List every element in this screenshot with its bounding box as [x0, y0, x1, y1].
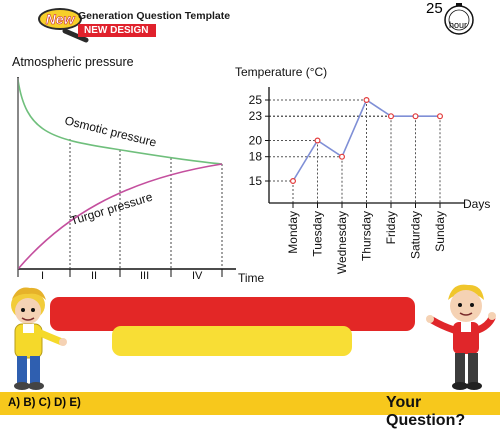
new-design-tag: NEW DESIGN: [78, 24, 157, 37]
osmotic-pressure-label: Osmotic pressure: [63, 113, 158, 149]
temperature-data-point: [363, 96, 370, 103]
x-tick-label: Thursday: [360, 211, 374, 261]
boy-left-illustration: [11, 287, 67, 390]
x-tick-label: Monday: [286, 211, 300, 254]
x-tick-label: Wednesday: [335, 211, 349, 274]
osmotic-pressure-curve: [17, 79, 223, 165]
temperature-data-point: [314, 137, 321, 144]
temperature-data-point: [388, 113, 395, 120]
boy-right-illustration: [426, 284, 496, 390]
y-tick-label: 25: [249, 93, 263, 107]
x-tick-label: Friday: [384, 211, 398, 244]
y-tick-label: 15: [249, 174, 263, 188]
temperature-data-point: [437, 113, 444, 120]
phase-label-2: II: [91, 270, 97, 282]
phase-label-4: IV: [192, 270, 203, 282]
y-tick-label: 20: [249, 134, 263, 148]
y-tick-label: 23: [249, 109, 263, 123]
x-tick-label: Tuesday: [311, 211, 325, 257]
question-bubble-red: [50, 297, 415, 331]
new-badge: New: [38, 8, 82, 30]
answer-options: A) B) C) D) E): [8, 397, 81, 409]
your-question-label: Your Question?: [386, 394, 466, 429]
turgor-pressure-label: Turgor pressure: [69, 190, 155, 228]
header-bar: [0, 0, 500, 22]
magnifier-icon: [30, 3, 90, 48]
phase-label-3: III: [140, 270, 149, 282]
clock-icon: [442, 1, 476, 42]
phase-label-1: I: [41, 270, 44, 282]
turgor-pressure-curve: [17, 163, 223, 270]
y-tick-label: 18: [249, 150, 263, 164]
pressure-xlabel: Time: [238, 271, 265, 285]
temperature-data-point: [412, 113, 419, 120]
new-badge-label: New: [45, 11, 75, 28]
chart-xlabel: Days: [463, 197, 490, 211]
x-tick-label: Saturday: [409, 211, 423, 259]
footer-bar: [0, 392, 500, 415]
pressure-diagram: Atmospheric pressure Osmotic pressure Tu…: [12, 55, 265, 285]
temperature-data-point: [338, 153, 345, 160]
pressure-ylabel: Atmospheric pressure: [12, 55, 134, 69]
temperature-chart: Temperature (°C) Days 15 18 20 23 25 Monday T…: [235, 65, 490, 274]
chart-ylabel: Temperature (°C): [235, 65, 327, 79]
template-title: Generation Question Template: [78, 10, 231, 22]
answer-bubble-yellow: [112, 326, 352, 356]
clock-number: 25: [426, 0, 443, 17]
x-tick-label: Sunday: [433, 211, 447, 252]
clock-unit: hour: [449, 20, 468, 30]
temperature-data-point: [289, 177, 296, 184]
